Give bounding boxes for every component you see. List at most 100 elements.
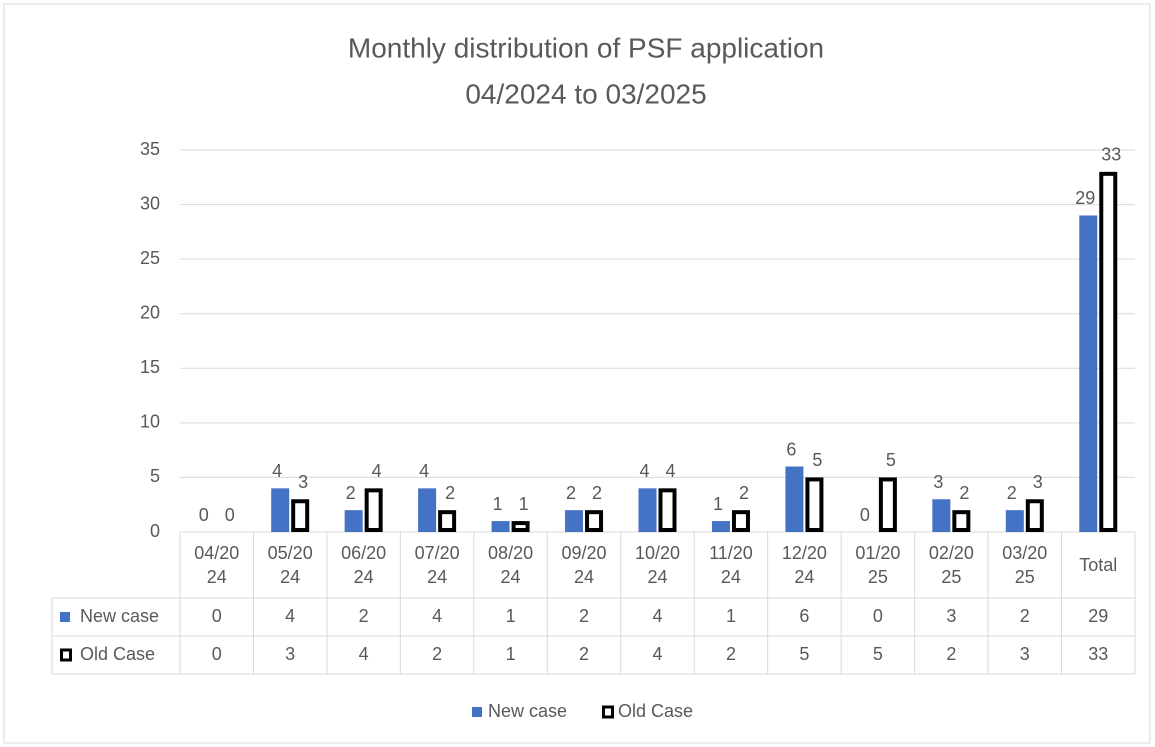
table-cell: 4	[359, 644, 369, 664]
x-tick-label: Total	[1079, 555, 1118, 575]
table-cell: 3	[1020, 644, 1030, 664]
data-label: 3	[298, 472, 308, 492]
bar	[952, 510, 971, 533]
y-tick-label: 15	[140, 357, 160, 377]
legend-marker	[472, 707, 482, 717]
x-tick-label: 05/2024	[267, 543, 313, 587]
x-tick-label-box: 12/2024	[781, 543, 827, 587]
x-tick-label-box: 10/2024	[634, 543, 681, 587]
data-label: 2	[346, 483, 356, 503]
x-tick-label: 02/2025	[928, 543, 974, 587]
x-tick-label-box: 02/2025	[928, 543, 974, 587]
y-tick-label: 30	[140, 193, 160, 213]
data-label: 2	[445, 483, 455, 503]
x-tick-label-box: 11/2024	[709, 543, 753, 587]
chart-subtitle: 04/2024 to 03/2025	[465, 78, 706, 109]
bar	[364, 488, 383, 533]
bar	[785, 466, 804, 532]
bar	[491, 521, 510, 532]
data-label: 0	[225, 505, 235, 525]
data-label: 4	[272, 461, 282, 481]
table-cell: 29	[1088, 606, 1108, 626]
x-tick-label: 06/2024	[341, 543, 387, 587]
y-tick-label: 5	[150, 466, 160, 486]
data-label: 0	[199, 505, 209, 525]
table-cell: 4	[652, 606, 662, 626]
data-label: 2	[959, 483, 969, 503]
table-cell: 5	[799, 644, 809, 664]
data-label: 5	[812, 450, 822, 470]
table-cell: 1	[506, 606, 516, 626]
bar	[932, 499, 951, 532]
table-cell: 4	[432, 606, 442, 626]
bar	[511, 521, 530, 532]
table-cell: 0	[212, 644, 222, 664]
table-cell: 0	[873, 606, 883, 626]
data-label: 2	[566, 483, 576, 503]
data-label: 1	[519, 494, 529, 514]
bar	[711, 521, 730, 532]
bar	[438, 510, 457, 533]
table-cell: 3	[285, 644, 295, 664]
x-tick-label-box: 08/2024	[488, 543, 534, 587]
table-cell: 0	[212, 606, 222, 626]
x-tick-label: 12/2024	[781, 543, 827, 587]
table-cell: 2	[726, 644, 736, 664]
table-cell: 4	[652, 644, 662, 664]
x-tick-label: 08/2024	[488, 543, 534, 587]
legend-marker	[60, 612, 70, 622]
data-label: 1	[713, 494, 723, 514]
table-cell: 1	[726, 606, 736, 626]
y-tick-label: 10	[140, 412, 160, 432]
y-tick-label: 25	[140, 248, 160, 268]
x-tick-label-box: 05/2024	[267, 543, 313, 587]
table-row-header: Old Case	[80, 644, 155, 664]
bar	[1079, 215, 1098, 532]
x-tick-label: 04/2024	[194, 543, 240, 587]
y-tick-label: 0	[150, 521, 160, 541]
legend-marker	[602, 705, 614, 719]
table-cell: 33	[1088, 644, 1108, 664]
bar	[271, 488, 290, 532]
x-tick-label: 07/2024	[414, 543, 460, 587]
bar	[658, 488, 677, 533]
bar	[805, 477, 824, 532]
table-cell: 6	[799, 606, 809, 626]
x-tick-label: 09/2024	[561, 543, 607, 587]
x-tick-label: 10/2024	[634, 543, 681, 587]
bar	[344, 510, 363, 532]
data-label: 4	[665, 461, 675, 481]
table-cell: 2	[946, 644, 956, 664]
data-label: 4	[419, 461, 429, 481]
x-tick-label-box: 03/2025	[1002, 543, 1048, 587]
x-tick-label-box: 01/2025	[855, 543, 900, 587]
table-cell: 2	[359, 606, 369, 626]
data-label: 2	[592, 483, 602, 503]
x-tick-label-box: Total	[1079, 555, 1118, 575]
table-cell: 1	[506, 644, 516, 664]
data-label: 0	[860, 505, 870, 525]
x-tick-label-box: 04/2024	[194, 543, 240, 587]
table-cell: 2	[432, 644, 442, 664]
bar	[418, 488, 437, 532]
data-label: 1	[493, 494, 503, 514]
data-label: 5	[886, 450, 896, 470]
bar	[565, 510, 584, 532]
chart-frame	[3, 3, 1151, 744]
bar	[1025, 499, 1044, 532]
x-tick-label: 11/2024	[709, 543, 753, 587]
y-tick-label: 20	[140, 302, 160, 322]
x-tick-label: 03/2025	[1002, 543, 1048, 587]
table-cell: 5	[873, 644, 883, 664]
bar	[638, 488, 657, 532]
data-label: 3	[1033, 472, 1043, 492]
legend-label: Old Case	[618, 701, 693, 721]
x-tick-label-box: 09/2024	[561, 543, 607, 587]
table-cell: 2	[1020, 606, 1030, 626]
x-tick-label-box: 07/2024	[414, 543, 460, 587]
data-label: 6	[786, 439, 796, 459]
data-label: 3	[933, 472, 943, 492]
table-cell: 2	[579, 606, 589, 626]
y-tick-label: 35	[140, 139, 160, 159]
